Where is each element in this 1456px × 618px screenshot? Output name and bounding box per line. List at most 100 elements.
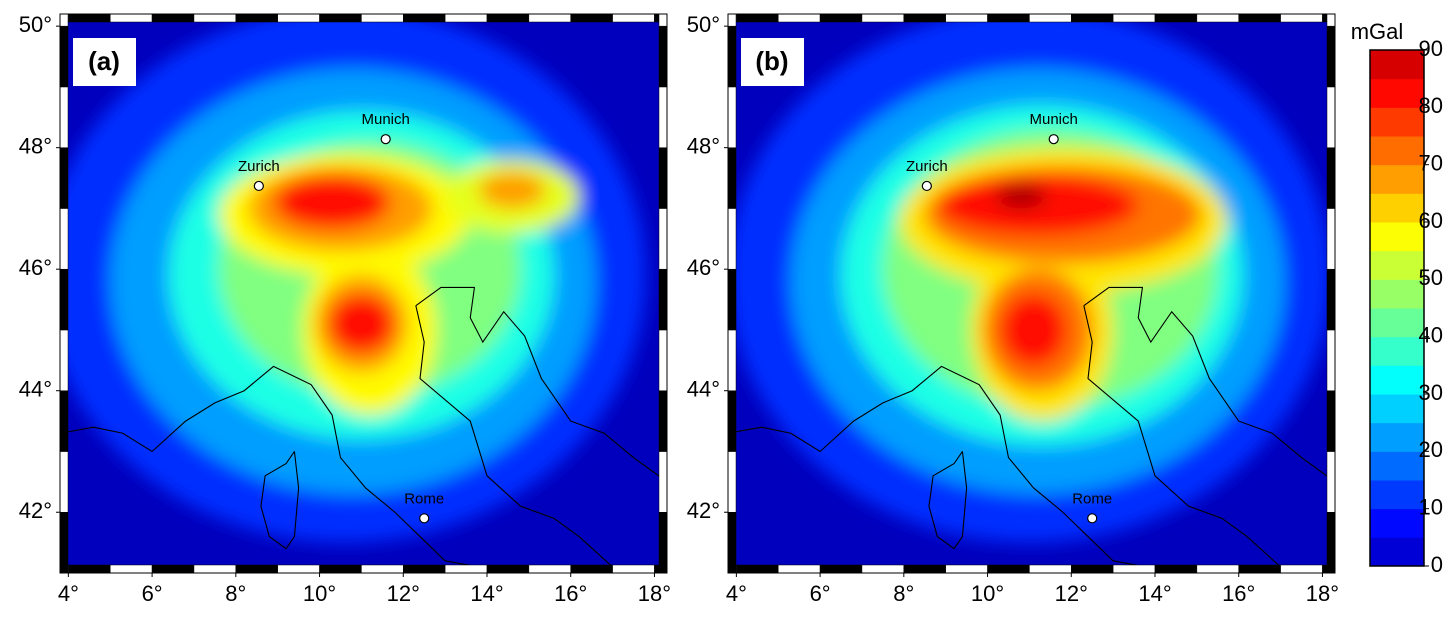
x-tick-label: 18° <box>1306 581 1339 606</box>
y-tick-label: 44° <box>19 377 52 402</box>
coastline <box>928 451 968 550</box>
frame-segment <box>727 86 737 148</box>
frame-segment <box>59 329 69 391</box>
frame-segment <box>1029 564 1072 574</box>
colorbar-step <box>1370 394 1424 424</box>
frame-segment <box>59 451 69 513</box>
frame-segment <box>658 390 668 452</box>
field-blob <box>327 293 395 355</box>
frame-segment <box>658 451 668 513</box>
city-label: Rome <box>404 490 444 507</box>
frame-segment <box>777 13 821 23</box>
frame-segment <box>403 564 446 574</box>
frame-segment <box>570 564 613 574</box>
colorbar-tick-label: 30 <box>1419 380 1443 405</box>
frame-segment <box>444 564 488 574</box>
panel-label-box <box>741 38 804 86</box>
field-blob <box>1000 293 1068 367</box>
frame-segment <box>861 13 905 23</box>
colorbar-step <box>1370 50 1424 80</box>
frame-segment <box>727 329 737 391</box>
colorbar-step <box>1370 422 1424 452</box>
frame-segment <box>1238 564 1281 574</box>
frame-segment <box>1326 511 1336 574</box>
frame-segment <box>1326 86 1336 148</box>
colorbar-tick-label: 40 <box>1419 322 1443 347</box>
coastline <box>260 451 300 550</box>
y-tick-label: 46° <box>19 255 52 280</box>
frame-segment <box>945 13 988 23</box>
city-label: Munich <box>1030 111 1078 128</box>
colorbar-step <box>1370 78 1424 108</box>
frame-segment <box>235 13 278 23</box>
city-label: Munich <box>362 111 410 128</box>
frame-segment <box>59 511 69 574</box>
frame-segment <box>528 13 571 23</box>
frame-segment <box>1326 451 1336 513</box>
colorbar-step <box>1370 537 1424 567</box>
coastline <box>1083 305 1290 573</box>
frame-segment <box>861 564 905 574</box>
y-tick-label: 48° <box>687 133 720 158</box>
y-tick-label: 46° <box>687 255 720 280</box>
colorbar-step <box>1370 136 1424 166</box>
frame-segment <box>151 13 195 23</box>
colorbar-step <box>1370 451 1424 481</box>
x-tick-label: 16° <box>1222 581 1255 606</box>
field-blob <box>273 175 391 230</box>
colorbar-title: mGal <box>1351 19 1404 44</box>
frame-segment <box>612 13 655 23</box>
x-tick-label: 6° <box>810 581 831 606</box>
frame-segment <box>109 13 153 23</box>
frame-segment <box>403 13 446 23</box>
frame-segment <box>277 564 320 574</box>
frame-segment <box>59 13 69 27</box>
frame-segment <box>1196 564 1239 574</box>
map-panel <box>60 14 667 573</box>
frame-segment <box>151 564 195 574</box>
frame-segment <box>193 13 237 23</box>
frame-segment <box>193 564 237 574</box>
x-tick-label: 18° <box>638 581 671 606</box>
frame-segment <box>1326 390 1336 452</box>
map-frame <box>59 13 668 574</box>
frame-segment <box>444 13 488 23</box>
frame-segment <box>1112 13 1156 23</box>
frame-segment <box>987 13 1030 23</box>
frame-segment <box>68 564 111 574</box>
field-blob <box>478 171 546 209</box>
city-marker <box>253 180 264 192</box>
frame-segment <box>1280 564 1323 574</box>
y-tick-label: 42° <box>687 498 720 523</box>
city-marker <box>921 180 932 192</box>
frame-segment <box>658 86 668 148</box>
y-tick-label: 48° <box>19 133 52 158</box>
frame-segment <box>727 268 737 331</box>
frame-segment <box>109 564 153 574</box>
frame-segment <box>727 25 737 88</box>
colorbar-step <box>1370 222 1424 252</box>
panel-label: (a) <box>88 46 120 76</box>
colorbar-step <box>1370 365 1424 395</box>
coastline <box>415 305 622 573</box>
gravity-field <box>60 14 646 543</box>
frame-segment <box>1326 147 1336 209</box>
colorbar-step <box>1370 250 1424 280</box>
frame-segment <box>1326 329 1336 391</box>
colorbar-step <box>1370 508 1424 538</box>
x-tick-label: 12° <box>387 581 420 606</box>
frame-segment <box>727 13 737 27</box>
frame-segment <box>361 564 404 574</box>
colorbar-step <box>1370 107 1424 137</box>
frame-segment <box>570 13 613 23</box>
frame-segment <box>68 13 111 23</box>
x-tick-label: 10° <box>303 581 336 606</box>
map-frame <box>727 13 1336 574</box>
colorbar-step <box>1370 164 1424 194</box>
frame-segment <box>727 208 737 270</box>
colorbar-frame <box>1369 49 1425 567</box>
x-tick-label: 14° <box>470 581 503 606</box>
frame-segment <box>903 564 946 574</box>
colorbar-step <box>1370 279 1424 309</box>
